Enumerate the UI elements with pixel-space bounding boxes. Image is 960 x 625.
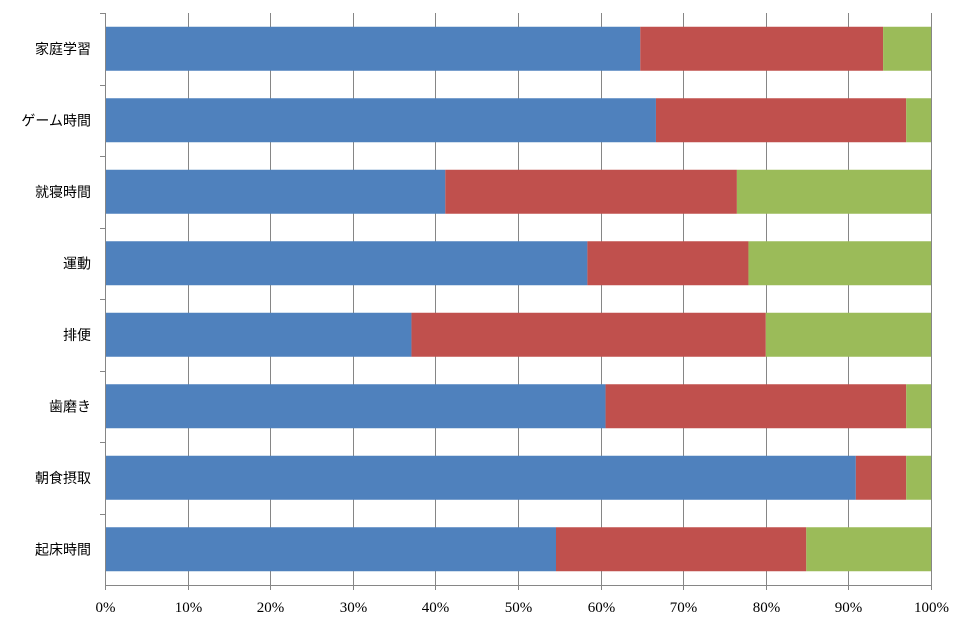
x-tick-label: 70% <box>670 600 698 616</box>
x-tick-label: 0% <box>96 600 116 616</box>
bar-segment <box>655 98 907 143</box>
bar-segment <box>105 98 656 143</box>
axes <box>100 13 932 590</box>
bar-segment <box>411 312 766 357</box>
x-tick-labels: 0% 10% 20% 30% 40% 50% 60% 70% 80% 90% 100% <box>96 600 950 616</box>
bar-segment <box>906 455 931 500</box>
category-label: 朝食摂取 <box>35 470 91 487</box>
bar-segment <box>806 527 931 572</box>
bar-segment <box>906 98 931 143</box>
bar-segment <box>445 169 737 214</box>
bar-segment <box>105 26 641 71</box>
bar-segment <box>748 241 931 286</box>
category-label: 起床時間 <box>35 542 91 558</box>
category-label: 運動 <box>63 256 91 272</box>
bar-segment <box>765 312 931 357</box>
x-tick-label: 30% <box>340 600 368 616</box>
x-tick-label: 40% <box>422 600 450 616</box>
category-label: ゲーム時間 <box>21 113 91 129</box>
x-tick-label: 20% <box>257 600 285 616</box>
bar-segment <box>883 26 931 71</box>
category-label: 歯磨き <box>49 399 91 415</box>
bar-segment <box>855 455 907 500</box>
bar-segment <box>906 384 931 429</box>
category-label: 就寝時間 <box>35 184 91 201</box>
x-tick-label: 10% <box>175 600 203 616</box>
category-label: 排便 <box>63 328 91 344</box>
category-label: 家庭学習 <box>35 41 91 58</box>
bar-segment <box>105 312 412 357</box>
x-tick-label: 90% <box>835 600 863 616</box>
bar-segment <box>605 384 907 429</box>
bar-segment <box>105 527 556 572</box>
bar-segment <box>105 455 856 500</box>
x-tick-label: 60% <box>588 600 616 616</box>
x-tick-label: 80% <box>753 600 781 616</box>
bar-segment <box>555 527 807 572</box>
x-tick-label: 50% <box>505 600 533 616</box>
bar-segment <box>105 241 588 286</box>
x-tick-label: 100% <box>914 600 949 616</box>
bar-segment <box>587 241 749 286</box>
bar-segment <box>640 26 884 71</box>
bar-segment <box>105 169 446 214</box>
bar-segment <box>736 169 931 214</box>
bar-segment <box>105 384 606 429</box>
bar-group <box>105 26 931 572</box>
